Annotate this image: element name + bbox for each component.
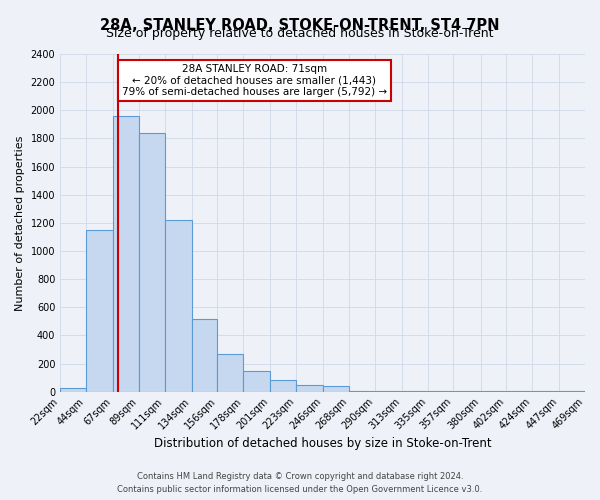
Bar	[217, 354, 244, 392]
Bar	[139, 133, 164, 392]
Bar	[113, 116, 139, 392]
Bar	[60, 388, 86, 392]
Bar	[532, 391, 559, 392]
Bar	[375, 391, 402, 392]
Y-axis label: Number of detached properties: Number of detached properties	[15, 135, 25, 310]
Text: Contains HM Land Registry data © Crown copyright and database right 2024.
Contai: Contains HM Land Registry data © Crown c…	[118, 472, 482, 494]
Text: 28A STANLEY ROAD: 71sqm
← 20% of detached houses are smaller (1,443)
79% of semi: 28A STANLEY ROAD: 71sqm ← 20% of detache…	[122, 64, 387, 98]
Bar	[402, 391, 428, 392]
Bar	[506, 391, 532, 392]
Bar	[244, 370, 271, 392]
Bar	[481, 391, 506, 392]
Bar	[191, 318, 217, 392]
Bar	[296, 384, 323, 392]
Bar	[428, 391, 454, 392]
Text: Size of property relative to detached houses in Stoke-on-Trent: Size of property relative to detached ho…	[106, 28, 494, 40]
Bar	[559, 391, 585, 392]
Bar	[349, 391, 375, 392]
Text: 28A, STANLEY ROAD, STOKE-ON-TRENT, ST4 7PN: 28A, STANLEY ROAD, STOKE-ON-TRENT, ST4 7…	[100, 18, 500, 32]
Bar	[323, 386, 349, 392]
Bar	[271, 380, 296, 392]
Bar	[454, 391, 481, 392]
Bar	[86, 230, 113, 392]
X-axis label: Distribution of detached houses by size in Stoke-on-Trent: Distribution of detached houses by size …	[154, 437, 491, 450]
Bar	[164, 220, 191, 392]
